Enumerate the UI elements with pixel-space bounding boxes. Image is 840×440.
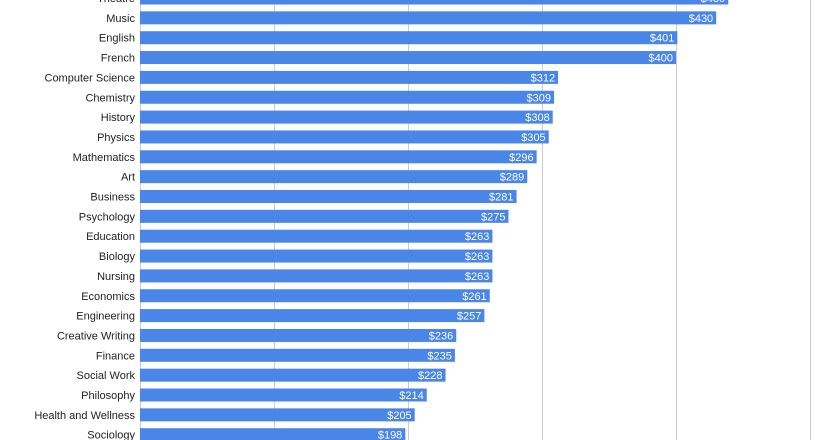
category-label-1: Music — [106, 13, 135, 25]
category-label-6: History — [101, 112, 136, 124]
value-labels: $439 $430 $401 $400 $312 $309 $308 $305 $296 $289… — [378, 0, 725, 440]
value-label-10: $281 — [489, 192, 513, 204]
bar-16 — [140, 309, 485, 323]
category-label-10: Business — [90, 192, 135, 204]
category-label-5: Chemistry — [85, 92, 135, 104]
value-label-2: $401 — [650, 33, 674, 45]
value-label-6: $308 — [525, 112, 549, 124]
category-label-17: Creative Writing — [57, 330, 135, 342]
category-label-22: Sociology — [87, 430, 135, 440]
value-label-14: $263 — [465, 271, 489, 283]
value-label-21: $205 — [387, 410, 411, 422]
category-label-21: Health and Wellness — [34, 410, 135, 422]
bar-1 — [140, 11, 717, 25]
value-label-1: $430 — [689, 13, 713, 25]
bar-3 — [140, 51, 676, 65]
value-label-12: $263 — [465, 231, 489, 243]
value-label-18: $235 — [427, 350, 451, 362]
bar-18 — [140, 348, 455, 362]
category-labels: Theatre Music English French Computer Scienc… — [34, 0, 135, 440]
value-label-4: $312 — [531, 72, 555, 84]
category-label-13: Biology — [99, 251, 136, 263]
bar-4 — [140, 70, 559, 84]
category-label-3: French — [101, 53, 135, 65]
category-label-12: Education — [86, 231, 135, 243]
bar-5 — [140, 90, 555, 104]
value-label-9: $289 — [500, 172, 524, 184]
category-label-14: Nursing — [97, 271, 135, 283]
category-label-8: Mathematics — [73, 152, 136, 164]
bar-22 — [140, 428, 406, 440]
bar-20 — [140, 388, 427, 402]
value-label-17: $236 — [429, 330, 453, 342]
bar-19 — [140, 368, 446, 382]
value-label-22: $198 — [378, 430, 402, 440]
value-label-7: $305 — [521, 132, 545, 144]
bar-17 — [140, 328, 457, 342]
bar-0 — [140, 0, 729, 5]
category-label-11: Psychology — [79, 211, 136, 223]
category-label-2: English — [99, 33, 135, 45]
value-label-13: $263 — [465, 251, 489, 263]
bar-15 — [140, 289, 490, 303]
value-label-19: $228 — [418, 370, 442, 382]
value-label-8: $296 — [509, 152, 533, 164]
category-label-16: Engineering — [76, 311, 135, 323]
category-label-9: Art — [121, 172, 135, 184]
value-label-3: $400 — [649, 53, 673, 65]
bar-8 — [140, 150, 537, 164]
bar-7 — [140, 130, 549, 144]
category-label-19: Social Work — [77, 370, 136, 382]
category-label-7: Physics — [97, 132, 135, 144]
category-label-15: Economics — [81, 291, 135, 303]
value-label-16: $257 — [457, 311, 481, 323]
bar-2 — [140, 31, 678, 45]
value-label-15: $261 — [462, 291, 486, 303]
bar-14 — [140, 269, 493, 283]
bar-21 — [140, 408, 415, 422]
value-label-20: $214 — [399, 390, 423, 402]
value-label-11: $275 — [481, 211, 505, 223]
category-label-4: Computer Science — [45, 72, 136, 84]
bars — [140, 0, 729, 440]
category-label-20: Philosophy — [81, 390, 135, 402]
bar-6 — [140, 110, 553, 124]
category-label-0: Theatre — [97, 0, 135, 5]
bar-12 — [140, 229, 493, 243]
bar-11 — [140, 209, 509, 223]
bar-10 — [140, 190, 517, 203]
value-label-0: $439 — [701, 0, 725, 5]
bar-9 — [140, 170, 528, 184]
value-label-5: $309 — [527, 92, 551, 104]
category-label-18: Finance — [96, 350, 135, 362]
bar-13 — [140, 249, 493, 263]
